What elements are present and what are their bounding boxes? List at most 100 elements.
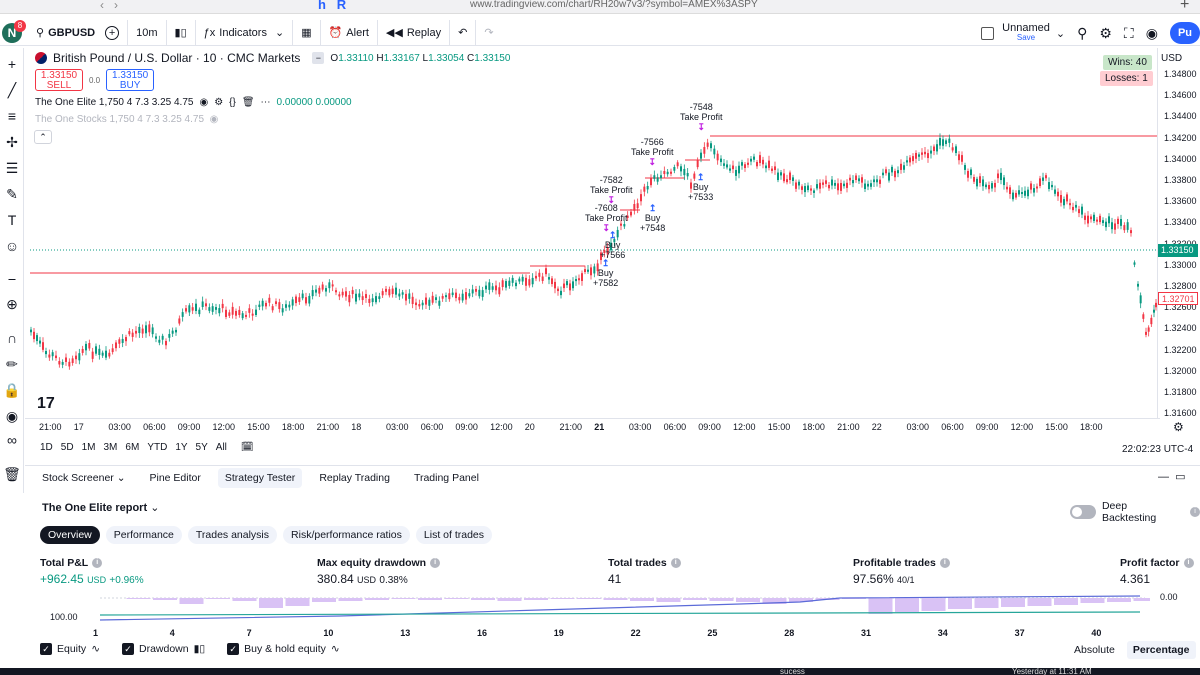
bottom-tab[interactable]: Pine Editor xyxy=(149,471,201,484)
quick-search-icon[interactable]: ⚲ xyxy=(1077,24,1088,41)
range-button[interactable]: 5Y xyxy=(195,442,208,453)
checkbox-checked-icon[interactable]: ✓ xyxy=(122,643,134,655)
alert-button[interactable]: ⏰ Alert xyxy=(321,19,378,46)
report-tab[interactable]: Trades analysis xyxy=(187,526,278,544)
redo-button[interactable]: ↷ xyxy=(476,20,501,46)
info-icon[interactable]: i xyxy=(92,558,103,568)
publish-button[interactable]: Pu xyxy=(1169,22,1200,44)
bottom-tab[interactable]: Replay Trading xyxy=(319,471,390,484)
link-icon[interactable]: ∞ xyxy=(7,432,17,448)
report-tab[interactable]: Performance xyxy=(105,526,182,544)
bottom-tab[interactable]: Stock Screener ⌄ xyxy=(42,471,126,484)
report-tab[interactable]: Overview xyxy=(40,526,100,544)
emoji-icon[interactable]: ☺ xyxy=(4,238,20,254)
toggle-switch[interactable] xyxy=(1070,505,1096,519)
symbol-search[interactable]: ⚲ GBPUSD + xyxy=(28,19,129,46)
layout-name-button[interactable]: Unnamed Save ⌄ xyxy=(975,20,1071,46)
trash-icon[interactable]: 🗑 xyxy=(3,466,21,482)
calendar-icon[interactable]: 🗓 xyxy=(240,442,254,453)
candle-body xyxy=(501,280,504,288)
absolute-button[interactable]: Absolute xyxy=(1074,644,1115,656)
range-button[interactable]: 1M xyxy=(81,442,96,453)
settings-icon[interactable]: ⚙ xyxy=(214,97,224,108)
sell-button[interactable]: 1.33150 SELL xyxy=(35,69,83,91)
zoom-in-icon[interactable]: ⊕ xyxy=(6,296,18,312)
equity-mode-switch: Absolute Percentage xyxy=(1068,641,1196,659)
stay-drawing-icon[interactable]: ✏ xyxy=(6,356,18,372)
axis-settings-icon[interactable]: ⚙ xyxy=(1173,420,1184,434)
price-chart[interactable]: 17 xyxy=(25,48,1157,418)
save-link[interactable]: Save xyxy=(1016,33,1036,42)
legend-drawdown[interactable]: ✓ Drawdown ▮▯ xyxy=(122,643,205,655)
range-button[interactable]: 1Y xyxy=(175,442,188,453)
settings-gear-icon[interactable]: ⚙ xyxy=(1099,24,1112,41)
time-axis[interactable]: 21:00 17 03:00 06:00 09:00 12:00 15:00 18:00 21:… xyxy=(25,418,1160,436)
new-tab-icon[interactable]: + xyxy=(1180,0,1190,13)
report-title[interactable]: The One Elite report ⌄ xyxy=(42,501,159,514)
magnet-icon[interactable]: ∩ xyxy=(6,330,18,346)
clock[interactable]: 22:02:23 UTC-4 xyxy=(1122,444,1194,455)
interval-button[interactable]: 10m xyxy=(128,19,167,46)
source-code-icon[interactable]: {} xyxy=(229,97,236,108)
eye-icon[interactable]: ◉ xyxy=(199,97,209,108)
panel-controls[interactable]: — ▭ xyxy=(1158,471,1186,483)
camera-icon[interactable]: ◉ xyxy=(1145,24,1158,41)
report-tab[interactable]: Risk/performance ratios xyxy=(283,526,410,544)
minus-icon[interactable]: − xyxy=(312,52,325,64)
pattern-icon[interactable]: ✢ xyxy=(6,134,18,150)
replay-button[interactable]: ◀◀ Replay xyxy=(378,19,451,46)
legend-equity[interactable]: ✓ Equity ∿ xyxy=(40,643,100,655)
text-icon[interactable]: T xyxy=(7,212,17,228)
currency-selector[interactable]: USD xyxy=(1161,53,1183,64)
more-icon[interactable]: ⋯ xyxy=(260,97,271,108)
info-icon[interactable]: i xyxy=(1190,507,1200,517)
legend-buy-hold[interactable]: ✓ Buy & hold equity ∿ xyxy=(227,643,340,655)
collapse-legend-button[interactable]: ⌃ xyxy=(34,130,52,144)
buy-button[interactable]: 1.33150 BUY xyxy=(106,69,155,91)
delete-icon[interactable]: 🗑 xyxy=(241,97,255,108)
layouts-button[interactable]: ▦ xyxy=(293,19,321,46)
info-icon[interactable]: i xyxy=(670,558,681,568)
report-tab[interactable]: List of trades xyxy=(415,526,493,544)
checkbox-checked-icon[interactable]: ✓ xyxy=(227,643,240,655)
undo-button[interactable]: ↶ xyxy=(450,19,477,46)
range-button[interactable]: 5D xyxy=(60,442,74,453)
indicators-button[interactable]: ƒx Indicators ⌄ xyxy=(196,19,294,46)
brush-icon[interactable]: ✎ xyxy=(6,186,18,202)
info-icon[interactable]: i xyxy=(1183,558,1194,568)
forecast-icon[interactable]: ☰ xyxy=(5,160,19,176)
range-button[interactable]: All xyxy=(215,442,227,453)
fullscreen-icon[interactable]: ⛶ xyxy=(1123,24,1134,41)
chart-title[interactable]: British Pound / U.S. Dollar · 10 · CMC M… xyxy=(53,51,301,65)
indicator-legend-1[interactable]: The One Elite 1,750 4 7.3 3.25 4.75 ◉ ⚙ … xyxy=(35,97,352,108)
indicator-legend-2[interactable]: The One Stocks 1,750 4 7.3 3.25 4.75 ◉ xyxy=(35,114,218,125)
equity-chart[interactable] xyxy=(40,590,1150,626)
tradingview-logo-icon[interactable]: 17 xyxy=(37,395,55,412)
chevron-down-icon[interactable]: ⌄ xyxy=(1055,27,1066,40)
add-symbol-icon[interactable]: + xyxy=(105,25,120,40)
crosshair-icon[interactable]: + xyxy=(7,56,17,72)
bottom-tab[interactable]: Trading Panel xyxy=(413,471,479,484)
fib-icon[interactable]: ≡ xyxy=(7,108,17,124)
deep-backtesting-toggle[interactable]: Deep Backtesting i xyxy=(1070,500,1200,524)
chart-type-button[interactable]: ▮▯ xyxy=(167,19,196,46)
lock-icon[interactable]: 🔒 xyxy=(3,382,21,398)
trendline-icon[interactable]: ╱ xyxy=(7,82,17,98)
info-icon[interactable]: i xyxy=(939,558,950,568)
range-button[interactable]: 3M xyxy=(103,442,118,453)
price-axis[interactable]: 1.34800 1.34600 1.34400 1.34200 1.34000 1.338… xyxy=(1157,48,1200,418)
browser-nav-arrows[interactable]: ‹ › xyxy=(100,0,118,12)
info-icon[interactable]: i xyxy=(430,558,441,568)
ruler-icon[interactable]: ⎯ xyxy=(8,270,16,286)
candle-body xyxy=(55,355,57,359)
url-bar[interactable]: www.tradingview.com/chart/RH20w7v3/?symb… xyxy=(470,0,758,10)
extension-icons[interactable]: h R xyxy=(318,0,347,12)
eye-off-icon[interactable]: ◉ xyxy=(206,114,219,125)
eye-icon[interactable]: ◉ xyxy=(5,408,19,424)
range-button[interactable]: 6M xyxy=(125,442,140,453)
range-button[interactable]: 1D xyxy=(40,442,53,453)
checkbox-checked-icon[interactable]: ✓ xyxy=(40,643,52,655)
percentage-button[interactable]: Percentage xyxy=(1126,641,1196,659)
bottom-tab[interactable]: Strategy Tester xyxy=(217,467,303,488)
range-button[interactable]: YTD xyxy=(147,442,168,453)
